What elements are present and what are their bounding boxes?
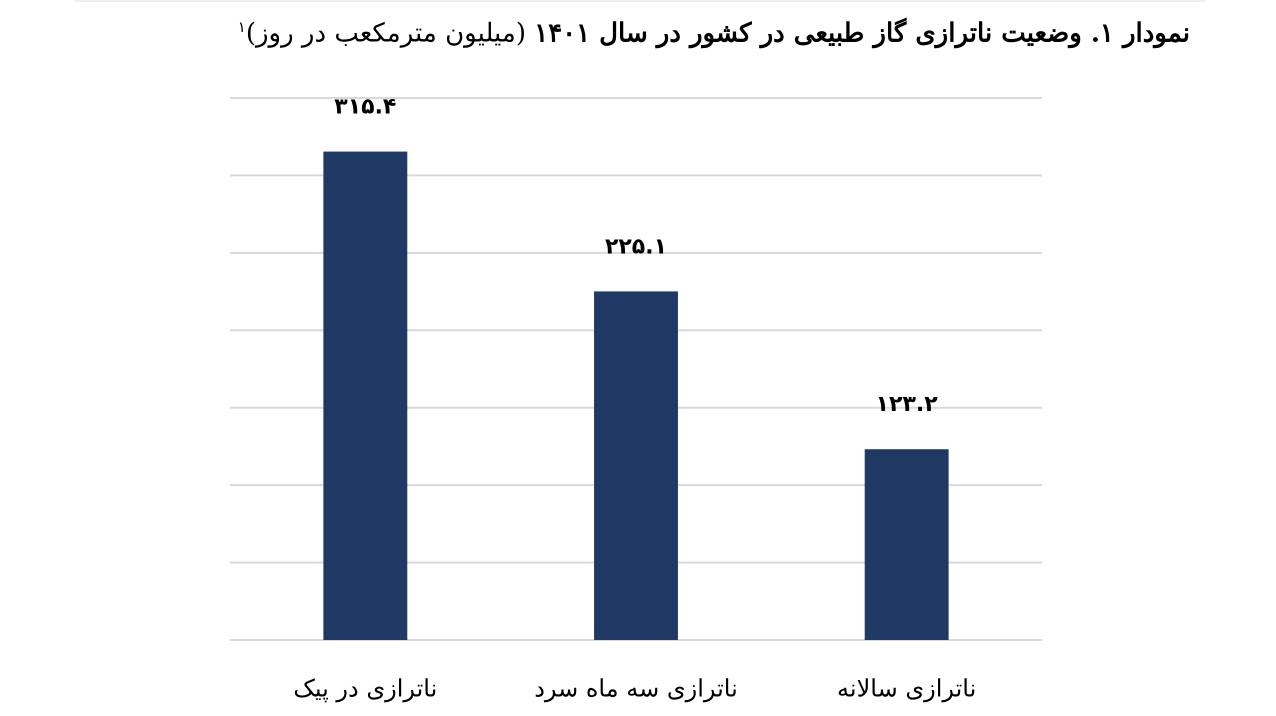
x-tick-label: ناترازی سالانه: [837, 675, 976, 703]
bar: [594, 291, 678, 640]
x-tick-label: ناترازی سه ماه سرد: [534, 675, 738, 703]
x-tick-label: ناترازی در پیک: [293, 675, 437, 703]
footnote-mark: ۱: [237, 18, 246, 36]
data-label: ۳۱۵.۴: [334, 95, 396, 120]
data-label: ۱۲۳.۲: [876, 392, 939, 417]
bar: [864, 449, 949, 640]
title-block: نمودار ۱. وضعیت ناترازی گاز طبیعی در کشو…: [238, 18, 1190, 49]
chart-subtitle: (میلیون مترمکعب در روز): [245, 18, 526, 49]
data-label: ۲۲۵.۱: [605, 234, 667, 259]
bar: [323, 151, 408, 640]
chart-title: نمودار ۱. وضعیت ناترازی گاز طبیعی در کشو…: [534, 18, 1190, 49]
